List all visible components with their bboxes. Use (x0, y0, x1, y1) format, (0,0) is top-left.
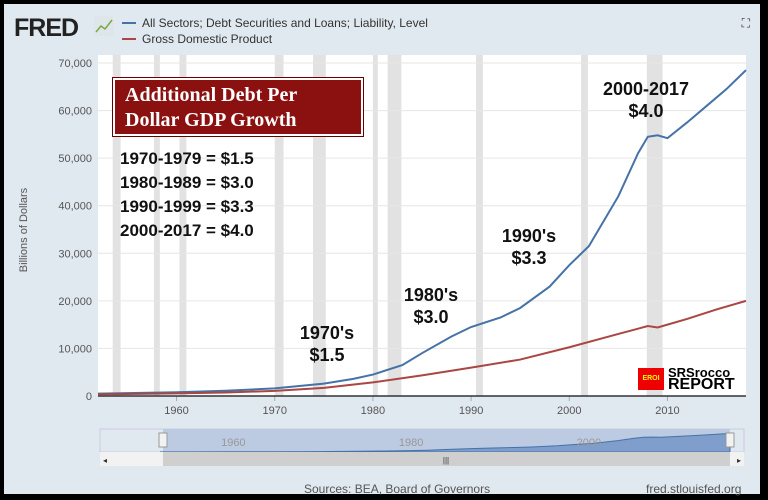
legend-label-debt: All Sectors; Debt Securities and Loans; … (142, 16, 428, 30)
navigator-tick-label: 1980 (399, 437, 423, 449)
y-tick-label: 30,000 (58, 248, 92, 260)
eroi-badge: EROI (638, 368, 664, 390)
annotation-1970s-label: 1970's (299, 323, 355, 343)
chart-logo-icon (94, 16, 114, 36)
annotation-list-item: 2000-2017 = $4.0 (120, 221, 254, 240)
annotation-1970s-value: $1.5 (309, 345, 345, 365)
recession-bar (179, 55, 187, 396)
annotation-2000s-label: 2000-2017 (602, 79, 690, 99)
legend-swatch-gdp (122, 38, 136, 40)
scrollbar-grip-icon: ||| (443, 456, 449, 465)
y-tick-label: 50,000 (58, 153, 92, 165)
annotation-title-box: Additional Debt Per Dollar GDP Growth (113, 78, 363, 136)
x-tick-label: 1970 (262, 405, 286, 417)
x-tick-label: 2010 (655, 405, 679, 417)
watermark-line2: REPORT (668, 376, 735, 393)
navigator-handle[interactable] (725, 432, 735, 448)
annotation-1980s-label: 1980's (403, 285, 459, 305)
annotation-title-line2: Dollar GDP Growth (125, 109, 297, 131)
y-tick-label: 0 (86, 391, 92, 403)
x-tick-label: 1960 (164, 405, 188, 417)
x-tick-label: 1980 (361, 405, 385, 417)
recession-bar (581, 55, 588, 396)
recession-bar (646, 55, 663, 396)
annotation-1970s: 1970's $1.5 (292, 322, 362, 366)
annotation-1990s-value: $3.3 (511, 248, 547, 268)
annotation-2000s-value: $4.0 (628, 101, 664, 121)
scroll-left-icon[interactable]: ◂ (103, 456, 107, 465)
x-tick-label: 2000 (557, 405, 581, 417)
recession-bar (313, 55, 326, 396)
scrollbar-thumb[interactable] (163, 452, 730, 466)
source-url-link[interactable]: fred.stlouisfed.org (646, 482, 742, 496)
recession-bar (387, 55, 402, 396)
annotation-title-line1: Additional Debt Per (125, 84, 298, 106)
y-tick-label: 70,000 (58, 58, 92, 70)
legend-item-debt[interactable]: All Sectors; Debt Securities and Loans; … (122, 16, 428, 30)
annotation-1990s: 1990's $3.3 (494, 225, 564, 269)
legend-label-gdp: Gross Domestic Product (142, 32, 273, 46)
y-tick-label: 40,000 (58, 201, 92, 213)
annotation-list-item: 1970-1979 = $1.5 (120, 149, 254, 168)
x-tick-label: 1990 (459, 405, 483, 417)
annotation-1990s-label: 1990's (501, 226, 557, 246)
navigator-handle[interactable] (158, 432, 168, 448)
legend-swatch-debt (122, 22, 136, 24)
recession-bar (372, 55, 378, 396)
annotation-2000s: 2000-2017 $4.0 (596, 78, 696, 122)
debt-series-line (97, 69, 747, 395)
sources-text: Sources: BEA, Board of Governors (304, 482, 491, 496)
navigator-series-area (159, 432, 731, 453)
annotation-1980s-value: $3.0 (413, 307, 449, 327)
gdp-series-line (97, 299, 747, 396)
navigator-tick-label: 2000 (577, 437, 601, 449)
scroll-right-icon[interactable]: ▸ (737, 456, 741, 465)
y-tick-label: 10,000 (58, 343, 92, 355)
recession-bar (476, 55, 483, 396)
watermark-line1: SRSrocco (668, 365, 731, 380)
annotation-list: 1970-1979 = $1.5 1980-1989 = $3.0 1990-1… (120, 147, 254, 243)
y-tick-label: 60,000 (58, 106, 92, 118)
expand-icon[interactable]: ⛶ (741, 16, 750, 30)
srsrocco-watermark: EROI SRSrocco REPORT (638, 365, 743, 393)
legend-item-gdp[interactable]: Gross Domestic Product (122, 32, 272, 46)
y-tick-label: 20,000 (58, 296, 92, 308)
recession-bar (112, 55, 121, 396)
annotation-1980s: 1980's $3.0 (396, 284, 466, 328)
navigator-tick-label: 1960 (221, 437, 245, 449)
annotation-list-item: 1990-1999 = $3.3 (120, 197, 254, 216)
recession-bar (153, 55, 160, 396)
recession-bar (274, 55, 284, 396)
annotation-list-item: 1980-1989 = $3.0 (120, 173, 254, 192)
fred-logo[interactable]: FRED (14, 14, 79, 42)
